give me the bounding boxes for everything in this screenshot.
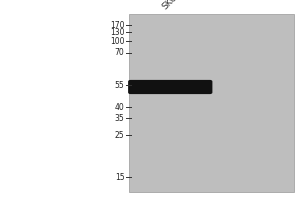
Text: 130: 130 [110,28,124,37]
Text: 15: 15 [115,172,124,182]
FancyBboxPatch shape [128,80,212,94]
Text: 25: 25 [115,130,124,140]
Text: 70: 70 [115,48,124,57]
Text: 100: 100 [110,36,124,46]
Text: SKOV3: SKOV3 [160,0,188,11]
Text: 35: 35 [115,114,124,123]
Text: 40: 40 [115,103,124,112]
Text: 55: 55 [115,81,124,90]
Text: 170: 170 [110,21,124,29]
Bar [129,14,294,192]
